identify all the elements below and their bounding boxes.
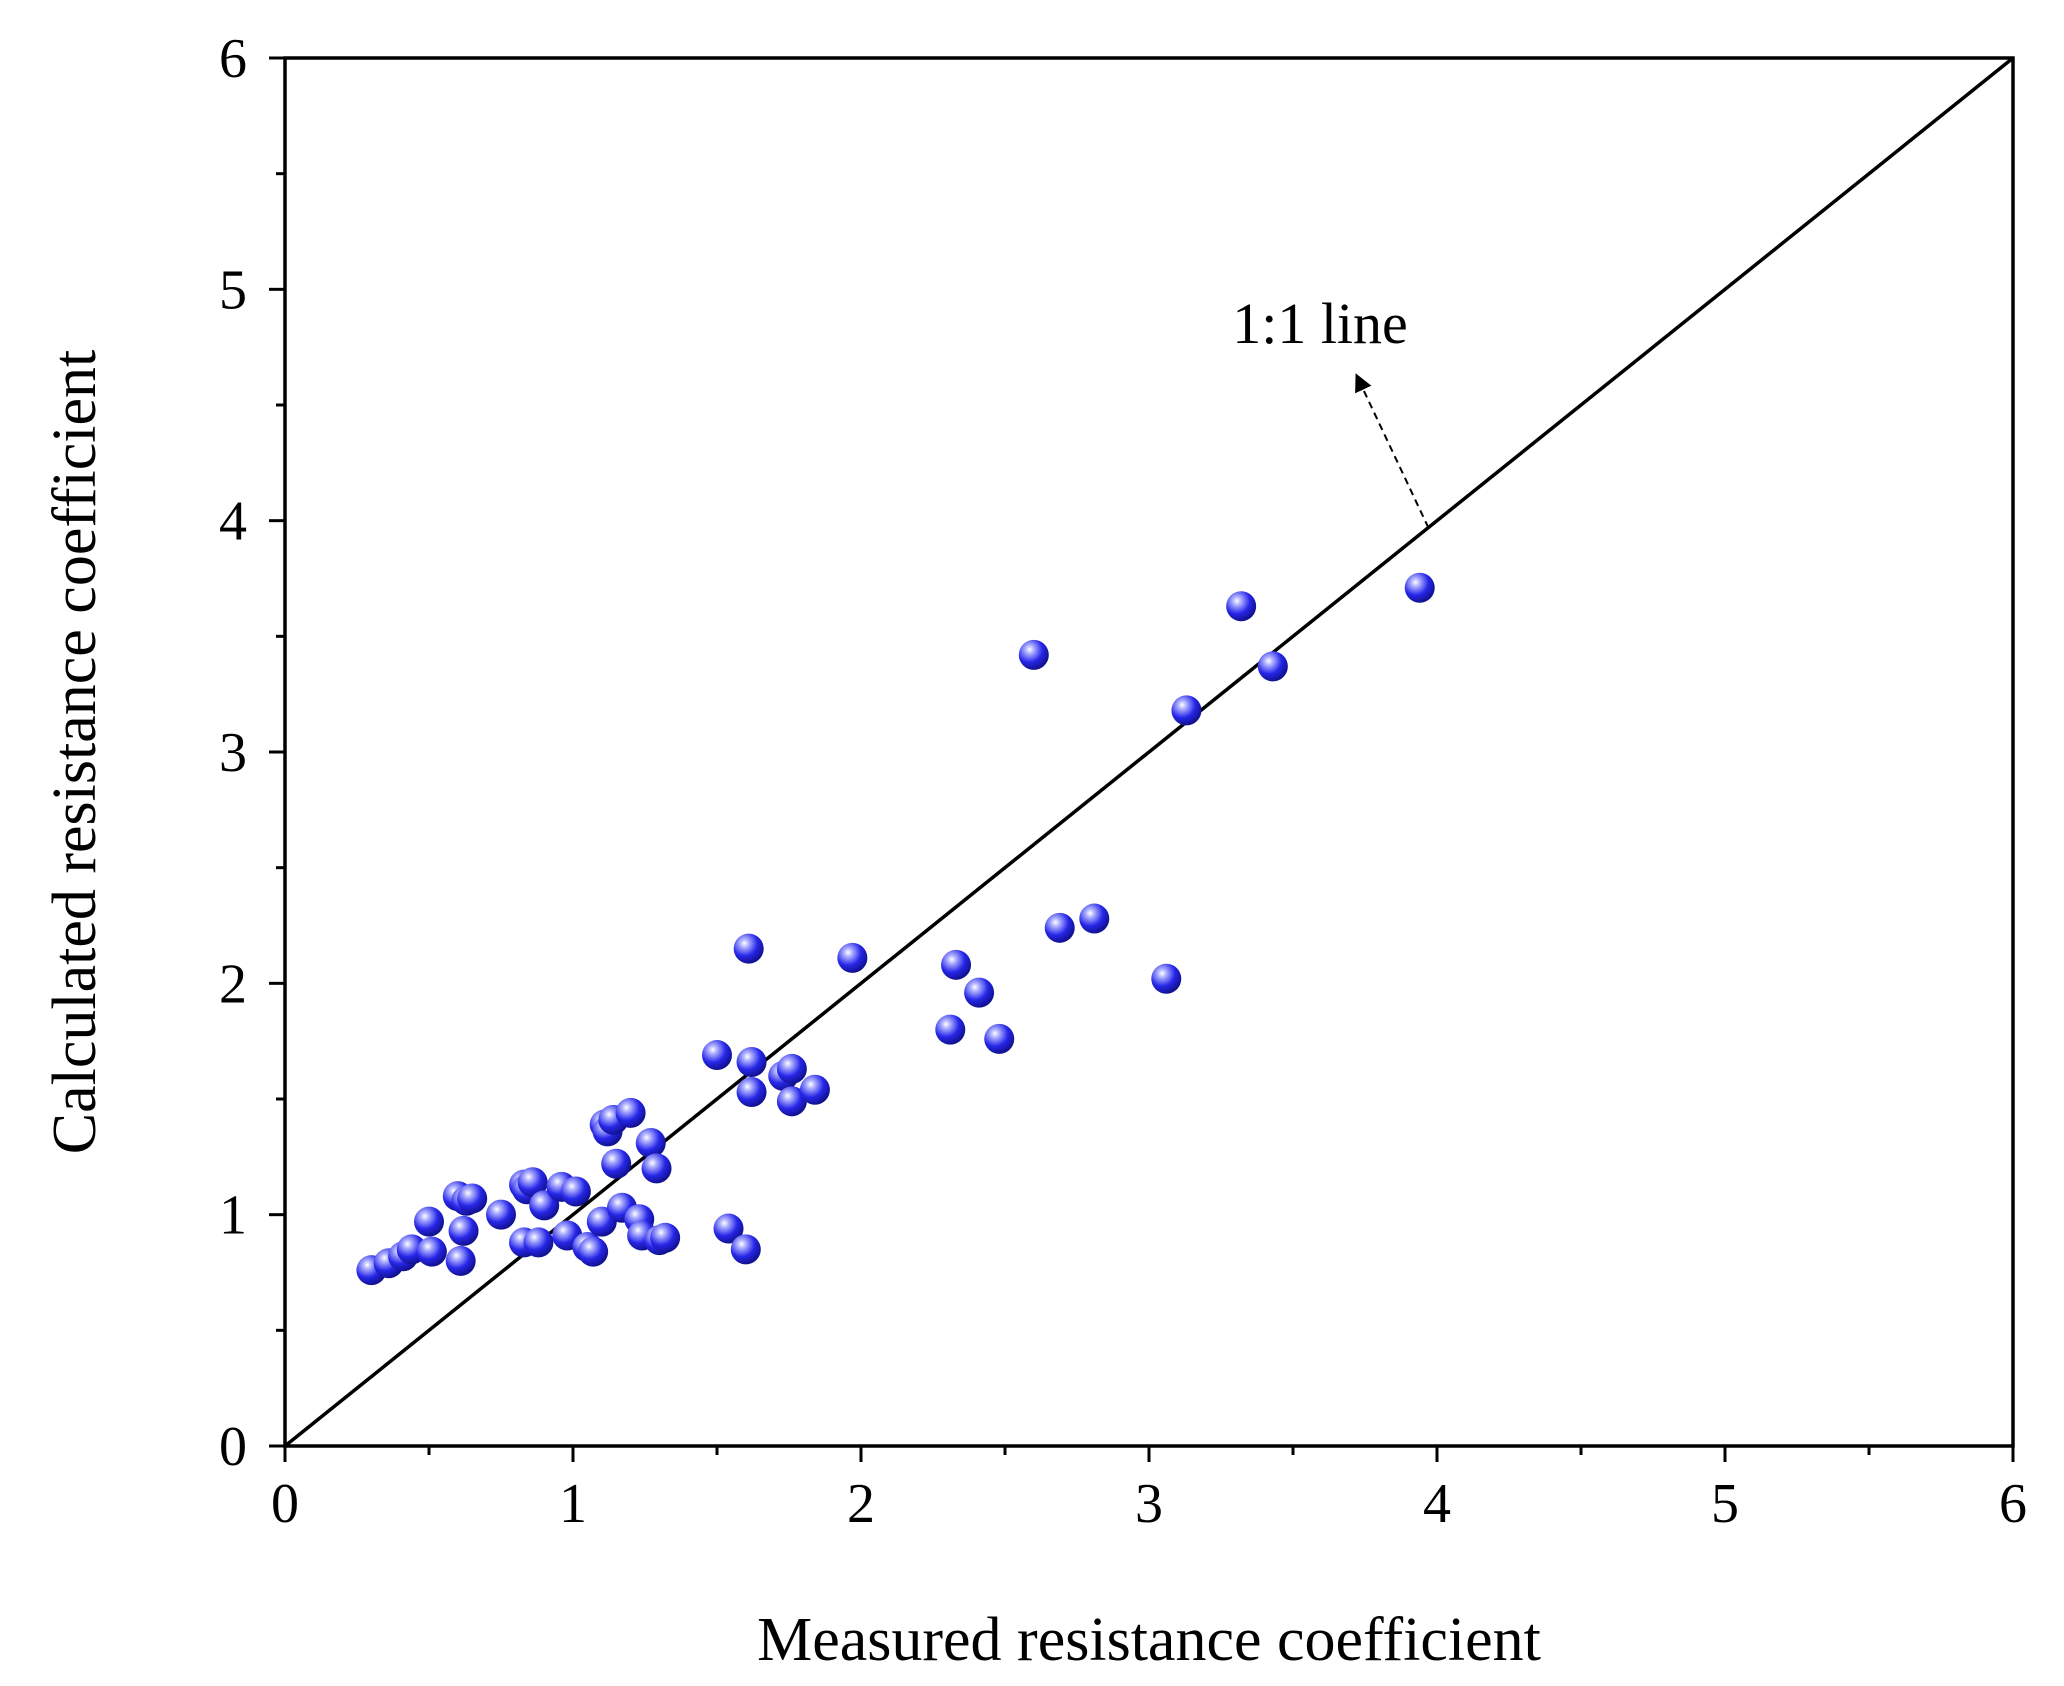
data-point (1018, 639, 1049, 670)
data-point (733, 933, 764, 964)
one-to-one-line (283, 56, 2015, 1448)
x-tick-label: 5 (1711, 1473, 1739, 1535)
data-point (448, 1215, 479, 1246)
x-tick-label: 1 (559, 1473, 587, 1535)
data-point (984, 1023, 1015, 1054)
x-tick-label: 3 (1135, 1473, 1163, 1535)
data-point (650, 1222, 681, 1253)
data-point (799, 1074, 830, 1105)
reference-layer (283, 56, 2015, 1448)
data-point (457, 1183, 488, 1214)
x-tick-label: 4 (1423, 1473, 1451, 1535)
y-tick-label: 1 (219, 1185, 247, 1247)
y-tick-label: 4 (219, 491, 247, 553)
data-point (1404, 572, 1435, 603)
data-points (356, 572, 1435, 1286)
data-point (713, 1213, 744, 1244)
x-axis-ticks: 0 1 2 3 4 5 6 (271, 1446, 2027, 1535)
y-tick-label: 6 (219, 28, 247, 90)
data-point (776, 1086, 807, 1117)
data-point (445, 1245, 476, 1276)
y-tick-label: 2 (219, 953, 247, 1015)
annotation-arrow (1355, 373, 1430, 529)
data-point (837, 942, 868, 973)
data-point (560, 1176, 591, 1207)
one-to-one-label: 1:1 line (1232, 291, 1408, 356)
data-point (1044, 912, 1075, 943)
data-point (1257, 651, 1288, 682)
data-point (730, 1234, 761, 1265)
data-point (641, 1153, 672, 1184)
y-axis-title: Calculated resistance coefficient (41, 350, 109, 1154)
data-point (517, 1167, 548, 1198)
data-point (523, 1227, 554, 1258)
data-point (1226, 591, 1257, 622)
data-point (736, 1046, 767, 1077)
data-point (941, 949, 972, 980)
annotation-layer: 1:1 line (1232, 291, 1430, 529)
data-point (416, 1236, 447, 1267)
x-tick-label: 6 (1999, 1473, 2027, 1535)
data-point (635, 1127, 666, 1158)
data-point (615, 1097, 646, 1128)
data-point (964, 977, 995, 1008)
y-tick-label: 3 (219, 722, 247, 784)
data-point (486, 1199, 516, 1230)
data-point (736, 1077, 767, 1108)
data-point (1079, 903, 1110, 934)
data-point (601, 1148, 632, 1179)
data-point (1171, 695, 1202, 726)
y-tick-label: 0 (219, 1416, 247, 1478)
data-point (1151, 963, 1182, 994)
y-tick-label: 5 (219, 259, 247, 321)
x-axis-title: Measured resistance coefficient (757, 1606, 1541, 1674)
x-tick-label: 2 (847, 1473, 875, 1535)
y-axis-ticks: 0 1 2 3 4 5 6 (219, 28, 285, 1478)
data-point (935, 1014, 966, 1045)
data-point (702, 1040, 732, 1071)
x-tick-label: 0 (271, 1473, 299, 1535)
data-point (578, 1236, 609, 1267)
data-point (414, 1206, 444, 1237)
data-point (776, 1053, 807, 1084)
